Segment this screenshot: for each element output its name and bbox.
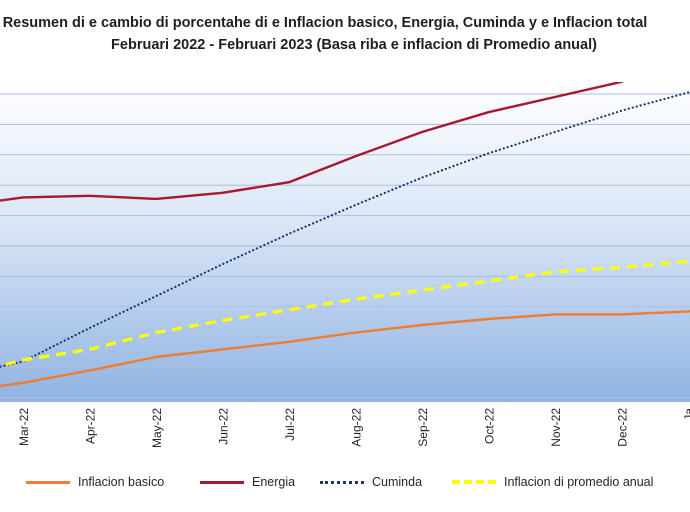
line-chart: Mar-22 Apr-22 May-22 Jun-22 Jul-22 Aug-22 Sep-…: [0, 82, 690, 448]
x-tick-label: Jun-22: [217, 408, 231, 445]
chart-title: Resumen di e cambio di porcentahe di e I…: [0, 12, 690, 56]
legend-swatch: [26, 480, 70, 484]
legend-item: Inflacion basico: [26, 473, 164, 491]
x-tick-label: Mar-22: [17, 408, 31, 446]
legend-swatch: [452, 480, 496, 484]
chart-title-line-1: Resumen di e cambio di porcentahe di e I…: [2, 15, 648, 31]
series-line-inflacion-basico: [0, 310, 690, 388]
chart-title-line-2: Februari 2022 - Februari 2023 (Basa riba…: [111, 37, 597, 53]
legend-label: Energia: [252, 475, 296, 489]
x-tick-label: Apr-22: [84, 408, 98, 444]
legend-item: Cuminda: [320, 473, 422, 491]
legend-swatch: [320, 480, 364, 484]
legend-label: Inflacion basico: [78, 475, 165, 489]
x-tick-label: Ja: [682, 408, 690, 421]
legend-item: Energia: [200, 473, 295, 491]
x-tick-label: Sep-22: [416, 408, 430, 447]
x-tick-label: May-22: [150, 408, 164, 448]
series-line-energia: [0, 82, 625, 202]
series-line-cuminda: [0, 90, 690, 368]
series-lines: [0, 82, 690, 388]
x-tick-label: Aug-22: [350, 408, 364, 447]
gridlines: [0, 93, 690, 399]
legend: Inflacion basico Energia Cuminda Inflacion …: [0, 470, 690, 494]
x-tick-label: Oct-22: [483, 408, 497, 444]
x-tick-label: Dec-22: [616, 408, 630, 447]
x-tick-label: Nov-22: [549, 408, 563, 447]
plot-area-background: [0, 82, 690, 402]
legend-label: Inflacion di promedio anual: [504, 475, 654, 489]
legend-swatch: [200, 480, 244, 484]
x-axis-tick-labels: Mar-22 Apr-22 May-22 Jun-22 Jul-22 Aug-22 Sep-…: [17, 408, 690, 448]
x-tick-label: Jul-22: [283, 408, 297, 441]
legend-item: Inflacion di promedio anual: [452, 473, 653, 491]
legend-label: Cuminda: [372, 475, 423, 489]
